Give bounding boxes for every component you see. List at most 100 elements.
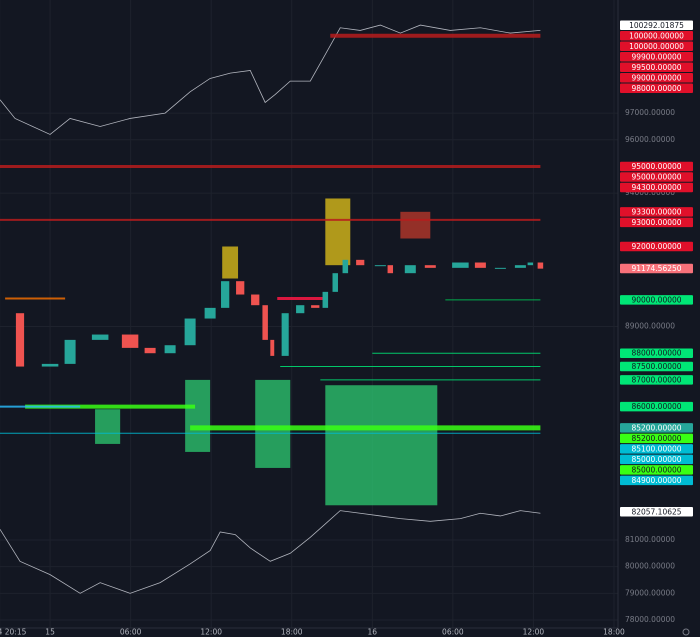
line-series bbox=[0, 510, 541, 594]
price-label: 91174.56250 bbox=[631, 264, 681, 273]
x-tick-label: 12:00 bbox=[200, 628, 222, 637]
price-label-box bbox=[620, 263, 693, 274]
price-label-box bbox=[620, 454, 693, 465]
price-label: 95000.00000 bbox=[631, 162, 681, 171]
price-label-box bbox=[620, 444, 693, 454]
candle bbox=[494, 267, 506, 269]
price-label-box bbox=[620, 217, 693, 228]
price-label-box bbox=[620, 41, 693, 52]
plot-area bbox=[0, 24, 544, 594]
time-axis bbox=[0, 628, 700, 637]
zone bbox=[95, 409, 121, 444]
y-tick-label: 81000.00000 bbox=[625, 535, 675, 544]
price-label-box bbox=[620, 20, 693, 31]
candle bbox=[356, 259, 365, 266]
price-label: 87000.00000 bbox=[631, 375, 681, 384]
candle bbox=[374, 265, 386, 267]
x-tick-label: 06:00 bbox=[442, 628, 464, 637]
candle bbox=[41, 363, 59, 367]
price-label: 100292.01875 bbox=[629, 21, 684, 30]
price-label-box bbox=[620, 361, 693, 372]
zone bbox=[325, 385, 438, 506]
grid bbox=[0, 0, 618, 628]
zone bbox=[400, 211, 431, 239]
y-tick-label: 89000.00000 bbox=[625, 322, 675, 331]
zone bbox=[222, 246, 239, 279]
price-label-box bbox=[620, 507, 693, 517]
candle bbox=[452, 262, 469, 268]
candle bbox=[404, 265, 416, 274]
candle bbox=[311, 305, 320, 308]
candle bbox=[537, 262, 544, 269]
candle bbox=[236, 281, 245, 295]
price-label-box bbox=[620, 401, 693, 412]
price-label-box bbox=[620, 348, 693, 358]
zone bbox=[325, 198, 351, 266]
candle bbox=[424, 265, 436, 268]
price-label: 82057.10625 bbox=[631, 507, 681, 516]
price-label: 88000.00000 bbox=[631, 349, 681, 358]
x-tick-label: 4 20:15 bbox=[0, 628, 27, 637]
y-tick-label: 94000.00000 bbox=[625, 188, 675, 197]
price-label: 99900.00000 bbox=[631, 52, 681, 61]
candle bbox=[144, 347, 156, 354]
price-label: 99000.00000 bbox=[631, 73, 681, 82]
price-label: 84900.00000 bbox=[631, 476, 681, 485]
x-tick-label: 18:00 bbox=[281, 628, 303, 637]
candle bbox=[184, 318, 196, 346]
price-label: 85200.00000 bbox=[631, 434, 681, 443]
price-label-box bbox=[620, 73, 693, 83]
x-tick-label: 12:00 bbox=[523, 628, 545, 637]
y-tick-label: 96000.00000 bbox=[625, 135, 675, 144]
x-tick-label: 16 bbox=[368, 628, 378, 637]
price-label: 86000.00000 bbox=[631, 402, 681, 411]
price-label-box bbox=[620, 475, 693, 486]
candle bbox=[221, 281, 230, 308]
candle bbox=[270, 339, 275, 356]
x-tick-label: 15 bbox=[45, 628, 55, 637]
zone bbox=[255, 379, 291, 468]
candle bbox=[322, 291, 329, 308]
price-label-box bbox=[620, 182, 693, 193]
price-label: 92000.00000 bbox=[631, 242, 681, 251]
price-label: 98000.00000 bbox=[631, 84, 681, 93]
price-label: 93300.00000 bbox=[631, 207, 681, 216]
price-label-box bbox=[620, 241, 693, 252]
price-label: 100000.00000 bbox=[629, 31, 684, 40]
candle bbox=[262, 305, 268, 340]
price-label: 85100.00000 bbox=[631, 444, 681, 453]
candle bbox=[296, 305, 305, 314]
line-series bbox=[0, 24, 541, 135]
price-label-box bbox=[620, 31, 693, 41]
price-label-box bbox=[620, 423, 693, 433]
price-axis bbox=[618, 0, 700, 628]
y-tick-label: 79000.00000 bbox=[625, 588, 675, 597]
settings-icon[interactable] bbox=[682, 628, 690, 636]
y-tick-label: 78000.00000 bbox=[625, 615, 675, 624]
axes: 97000.00000 96000.00000 94000.00000 89000.0… bbox=[0, 20, 693, 637]
price-label: 85000.00000 bbox=[631, 465, 681, 474]
candle bbox=[64, 339, 76, 364]
price-label-box bbox=[620, 172, 693, 182]
y-tick-label: 97000.00000 bbox=[625, 108, 675, 117]
price-label: 87500.00000 bbox=[631, 362, 681, 371]
candle bbox=[474, 262, 486, 268]
candle bbox=[164, 345, 176, 354]
zone bbox=[185, 379, 211, 452]
price-label: 93000.00000 bbox=[631, 218, 681, 227]
price-label: 94300.00000 bbox=[631, 183, 681, 192]
candle bbox=[527, 262, 534, 266]
candle bbox=[342, 259, 349, 274]
x-tick-label: 18:00 bbox=[603, 628, 625, 637]
price-label: 100000.00000 bbox=[629, 42, 684, 51]
price-label: 90000.00000 bbox=[631, 295, 681, 304]
price-label-box bbox=[620, 295, 693, 305]
price-label: 99500.00000 bbox=[631, 63, 681, 72]
candle bbox=[281, 313, 289, 356]
price-label-box bbox=[620, 207, 693, 217]
candle bbox=[251, 294, 260, 306]
price-label-box bbox=[620, 52, 693, 62]
